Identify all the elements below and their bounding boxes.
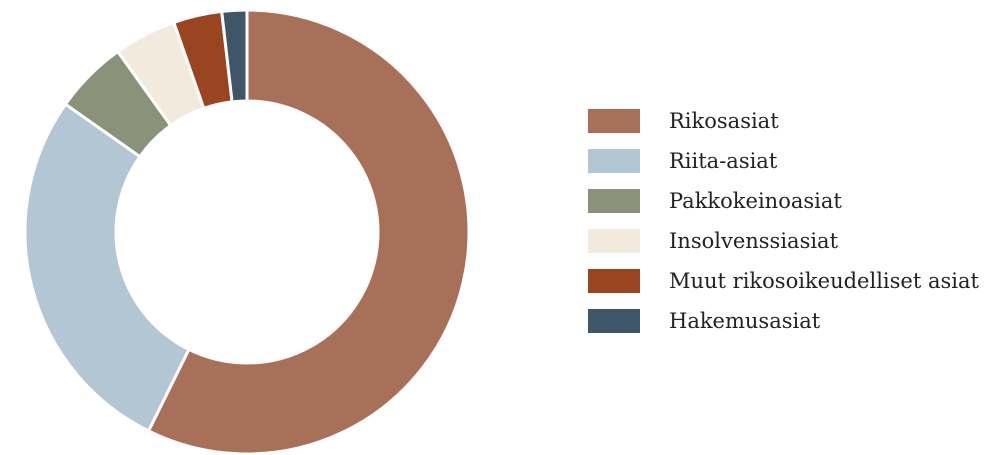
legend-swatch bbox=[588, 269, 640, 293]
legend-swatch bbox=[588, 109, 640, 133]
legend-item: Insolvenssiasiat bbox=[588, 221, 979, 261]
donut-slice-1 bbox=[147, 8, 471, 455]
chart-legend: Rikosasiat Riita-asiat Pakkokeinoasiat Inso… bbox=[588, 101, 979, 341]
legend-swatch bbox=[588, 229, 640, 253]
donut-slice-2 bbox=[23, 102, 191, 433]
legend-label: Hakemusasiat bbox=[669, 309, 821, 333]
legend-item: Pakkokeinoasiat bbox=[588, 181, 979, 221]
legend-label: Riita-asiat bbox=[669, 149, 778, 173]
legend-item: Muut rikosoikeudelliset asiat bbox=[588, 261, 979, 301]
legend-swatch bbox=[588, 189, 640, 213]
legend-label: Rikosasiat bbox=[669, 109, 779, 133]
legend-label: Pakkokeinoasiat bbox=[669, 189, 842, 213]
legend-swatch bbox=[588, 309, 640, 333]
legend-item: Hakemusasiat bbox=[588, 301, 979, 341]
legend-item: Riita-asiat bbox=[588, 141, 979, 181]
legend-label: Muut rikosoikeudelliset asiat bbox=[669, 269, 979, 293]
donut-slice-6 bbox=[220, 8, 249, 104]
legend-swatch bbox=[588, 149, 640, 173]
legend-label: Insolvenssiasiat bbox=[669, 229, 839, 253]
legend-item: Rikosasiat bbox=[588, 101, 979, 141]
